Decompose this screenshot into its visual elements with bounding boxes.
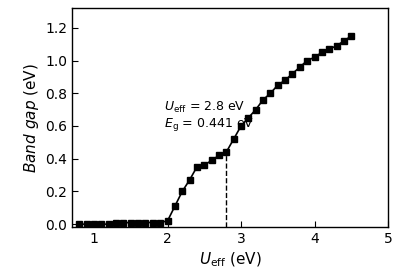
Y-axis label: $\it{Band\ gap}$ (eV): $\it{Band\ gap}$ (eV) — [22, 63, 41, 173]
Text: $\it{U}$$_\mathrm{eff}$ = 2.8 eV: $\it{U}$$_\mathrm{eff}$ = 2.8 eV — [164, 100, 245, 115]
X-axis label: $\it{U}_\mathrm{eff}$ (eV): $\it{U}_\mathrm{eff}$ (eV) — [198, 250, 262, 269]
Text: $\it{E}$$_\mathrm{g}$ = 0.441 eV: $\it{E}$$_\mathrm{g}$ = 0.441 eV — [164, 116, 254, 133]
